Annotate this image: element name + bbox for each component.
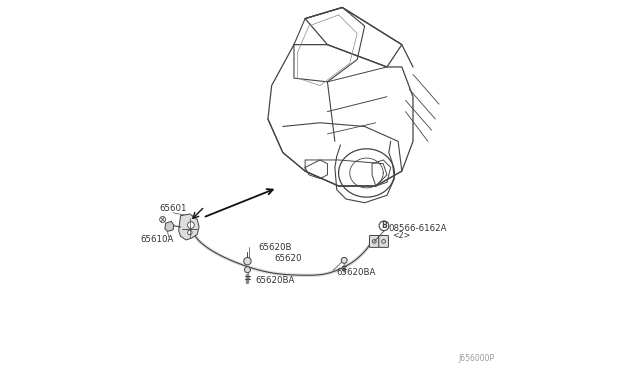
Circle shape — [341, 257, 347, 263]
Polygon shape — [179, 214, 199, 240]
Text: J656000P: J656000P — [459, 355, 495, 363]
Text: 08566-6162A: 08566-6162A — [389, 224, 447, 233]
Circle shape — [244, 257, 251, 265]
Text: 65620BA: 65620BA — [255, 276, 294, 285]
Text: 65620B: 65620B — [259, 243, 292, 252]
Polygon shape — [165, 221, 174, 231]
Circle shape — [188, 222, 195, 228]
Text: 65601: 65601 — [159, 204, 187, 213]
Text: 65620: 65620 — [275, 254, 302, 263]
FancyBboxPatch shape — [379, 235, 388, 247]
Text: B: B — [381, 221, 387, 230]
Text: <2>: <2> — [392, 231, 411, 240]
FancyBboxPatch shape — [369, 235, 379, 247]
Circle shape — [244, 267, 250, 273]
Text: 65610A: 65610A — [141, 235, 174, 244]
Circle shape — [379, 221, 389, 231]
Text: 65620BA: 65620BA — [337, 268, 376, 277]
Circle shape — [188, 230, 192, 235]
